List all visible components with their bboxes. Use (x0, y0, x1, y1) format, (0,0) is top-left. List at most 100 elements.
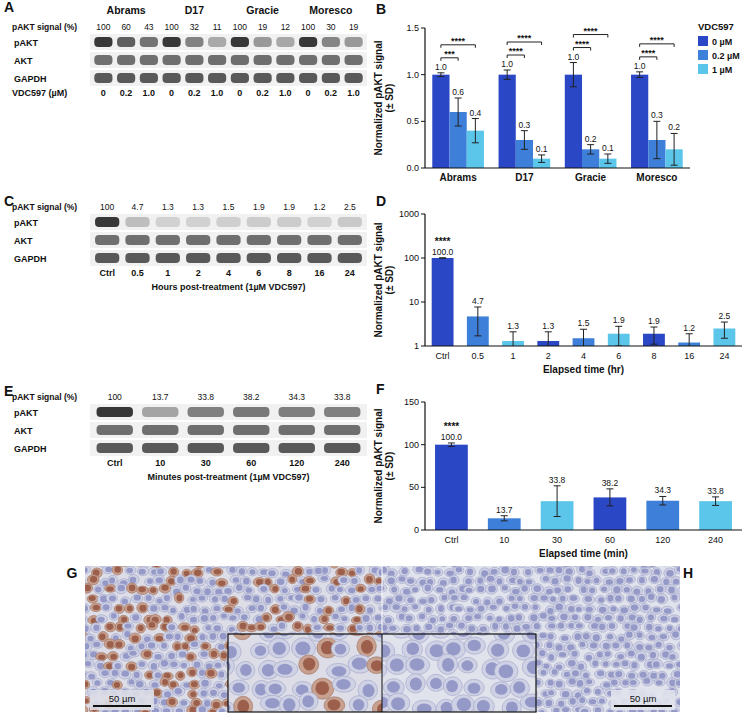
nucleus (653, 661, 660, 667)
cell (146, 640, 158, 650)
nucleus (412, 587, 418, 592)
nucleus (478, 605, 485, 611)
nucleus (628, 650, 635, 656)
band (277, 217, 301, 227)
nucleus (603, 643, 610, 650)
bar (499, 75, 516, 168)
nucleus (178, 672, 184, 678)
error-bar (521, 131, 528, 150)
nucleus (389, 626, 396, 631)
cell (637, 594, 647, 603)
nucleus (321, 576, 328, 581)
cell (237, 566, 247, 576)
cell (545, 622, 557, 630)
cell (573, 622, 584, 630)
nucleus (550, 597, 556, 602)
band (163, 73, 181, 83)
nucleus (642, 605, 648, 611)
nucleus (526, 580, 533, 585)
nucleus (148, 642, 155, 648)
error-bar (501, 516, 508, 521)
nucleus (348, 587, 355, 593)
nucleus (605, 651, 611, 657)
cell (92, 678, 102, 686)
nucleus (326, 625, 333, 630)
cell (131, 594, 143, 603)
cell (439, 566, 448, 567)
cell (569, 649, 579, 658)
band (322, 73, 340, 83)
band (231, 73, 249, 83)
nucleus (467, 568, 473, 575)
nucleus (438, 605, 444, 612)
cell (520, 622, 532, 631)
nucleus (85, 681, 88, 687)
nucleus (636, 644, 643, 650)
nucleus (594, 578, 600, 584)
band (216, 235, 240, 245)
cell (594, 670, 606, 679)
nucleus (650, 652, 656, 659)
cell (300, 584, 312, 593)
cell (152, 670, 162, 679)
cell (464, 606, 475, 614)
nucleus (168, 653, 175, 660)
lane-label: 4 (226, 268, 231, 278)
signal-value: 1.9 (253, 202, 265, 212)
band (299, 73, 317, 83)
cell (658, 614, 669, 623)
cell (129, 633, 141, 643)
nucleus (176, 708, 183, 712)
legend-title: VDC597 (698, 21, 734, 32)
legend-label: 1 µM (712, 65, 732, 75)
nucleus (210, 633, 216, 640)
band (185, 55, 203, 65)
cell (598, 622, 608, 632)
signal-value: 19 (349, 22, 359, 32)
nucleus (341, 616, 347, 621)
nucleus (496, 617, 502, 622)
nucleus (93, 642, 100, 647)
nucleus (277, 596, 283, 601)
nucleus (161, 660, 168, 667)
nucleus (650, 673, 657, 679)
cell (569, 668, 580, 677)
nucleus (219, 671, 225, 678)
legend-label: 0.2 µM (712, 51, 740, 61)
nucleus (579, 566, 585, 572)
nucleus (216, 683, 223, 688)
nucleus (607, 634, 613, 639)
x-tick-label: 0.5 (472, 351, 485, 361)
cell (376, 568, 382, 578)
data-label: 33.8 (707, 486, 724, 496)
x-tick-label: 4 (581, 351, 586, 361)
nucleus (402, 568, 408, 574)
nucleus (220, 633, 227, 640)
cell (544, 587, 555, 595)
band (233, 443, 269, 453)
signal-value: 43 (144, 22, 154, 32)
cell (677, 641, 680, 650)
nucleus (547, 567, 554, 573)
nucleus (556, 567, 563, 574)
nucleus (595, 617, 601, 622)
nucleus (546, 589, 553, 594)
cell (85, 604, 90, 614)
nucleus (180, 700, 187, 705)
bar-chart: F050100150Normalized pAKT signal(± SD)10… (373, 381, 742, 559)
nucleus (225, 607, 233, 612)
cell (228, 597, 238, 606)
nucleus (282, 588, 288, 593)
nucleus (191, 681, 198, 687)
nucleus (624, 587, 630, 593)
cell (495, 576, 504, 585)
cell (256, 603, 266, 613)
nucleus (393, 604, 400, 610)
band (299, 37, 317, 47)
cell (557, 650, 569, 658)
cell (549, 668, 558, 677)
cell (209, 649, 219, 659)
nucleus (214, 625, 221, 631)
y-tick-label: 1 (414, 341, 419, 351)
nucleus (648, 614, 654, 620)
